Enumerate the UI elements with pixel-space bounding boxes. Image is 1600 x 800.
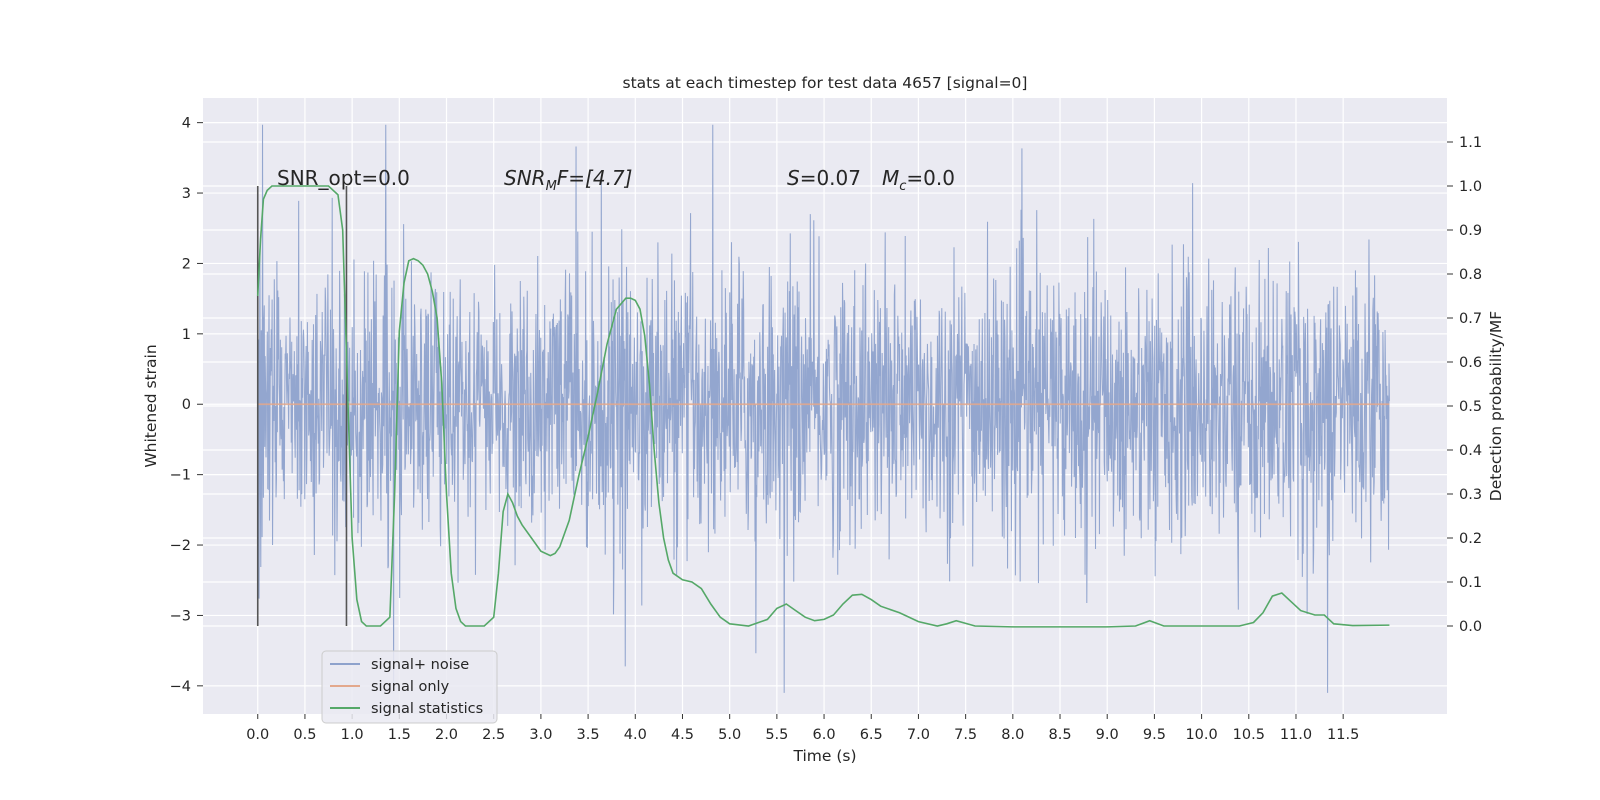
signal-plus-noise-trace	[257, 124, 1390, 693]
legend-box	[321, 650, 498, 724]
annotation-mc: Mc=0.0	[882, 166, 955, 194]
y-right-tick-label: 0.6	[1459, 355, 1482, 371]
x-tick-label: 5.0	[718, 727, 741, 743]
y-right-tick-label: 0.9	[1459, 223, 1482, 239]
x-axis-label: Time (s)	[792, 747, 856, 765]
y-tick-label: 4	[182, 116, 191, 132]
x-tick-label: 10.0	[1185, 727, 1217, 743]
y-tick-label: −3	[170, 608, 191, 624]
legend-label-signal-only: signal only	[371, 679, 450, 695]
y-tick-label: 2	[182, 256, 191, 272]
y-tick-label: 3	[182, 186, 191, 202]
legend-label-signal-statistics: signal statistics	[371, 701, 483, 717]
x-tick-label: 5.5	[765, 727, 788, 743]
y-right-tick-label: 1.1	[1459, 135, 1482, 151]
x-tick-label: 3.0	[529, 727, 552, 743]
y-right-tick-label: 1.0	[1459, 179, 1482, 195]
y-axis-label: Whitened strain	[142, 344, 160, 467]
x-axis-ticks: 0.0 0.5 1.0 1.5 2.0 2.5 3.0 3.5 4.0 4.5 5.0 5.5 6.0 6…	[246, 714, 1359, 743]
y-axis-left-ticks: −4 −3 −2 −1 0 1 2 3 4	[170, 116, 203, 695]
signal-plus-noise-series	[257, 124, 1390, 693]
x-tick-label: 3.5	[577, 727, 600, 743]
x-tick-label: 8.0	[1001, 727, 1024, 743]
y-axis-right-label: Detection probability/MF	[1487, 311, 1505, 502]
y-tick-label: −4	[170, 679, 191, 695]
x-tick-label: 6.0	[813, 727, 836, 743]
x-tick-label: 9.0	[1096, 727, 1119, 743]
x-tick-label: 1.0	[341, 727, 364, 743]
y-right-tick-label: 0.3	[1459, 487, 1482, 503]
x-tick-label: 1.5	[388, 727, 411, 743]
x-tick-label: 7.0	[907, 727, 930, 743]
y-right-tick-label: 0.2	[1459, 531, 1482, 547]
annotation-snr-mf: SNRMF=[4.7]	[504, 166, 632, 194]
annotation-snr-opt: SNR_opt=0.0	[277, 166, 410, 190]
y-axis-right-ticks: 0.0 0.1 0.2 0.3 0.4 0.5 0.6 0.7 0.8 0.9 1.0 1.1	[1447, 135, 1482, 635]
x-tick-label: 11.5	[1327, 727, 1359, 743]
annotation-s: S=0.07	[787, 166, 861, 190]
x-tick-label: 4.5	[671, 727, 694, 743]
x-tick-label: 9.5	[1143, 727, 1166, 743]
x-tick-label: 7.5	[954, 727, 977, 743]
y-tick-label: 1	[182, 327, 191, 343]
y-tick-label: −1	[170, 468, 191, 484]
y-right-tick-label: 0.7	[1459, 311, 1482, 327]
x-tick-label: 8.5	[1048, 727, 1071, 743]
y-tick-label: −2	[170, 538, 191, 554]
x-tick-label: 0.0	[246, 727, 269, 743]
legend: signal+ noise signal only signal statist…	[321, 650, 498, 724]
y-tick-label: 0	[182, 397, 191, 413]
x-tick-label: 2.0	[435, 727, 458, 743]
y-right-tick-label: 0.5	[1459, 399, 1482, 415]
signal-statistics-series	[256, 185, 1390, 628]
y-right-tick-label: 0.1	[1459, 575, 1482, 591]
x-tick-label: 10.5	[1233, 727, 1265, 743]
x-tick-label: 11.0	[1280, 727, 1312, 743]
y-right-tick-label: 0.0	[1459, 619, 1482, 635]
x-tick-label: 0.5	[293, 727, 316, 743]
marker-vertical-lines	[256, 186, 348, 626]
x-tick-label: 2.5	[482, 727, 505, 743]
y-right-tick-label: 0.4	[1459, 443, 1482, 459]
x-tick-label: 4.0	[624, 727, 647, 743]
chart-title: stats at each timestep for test data 465…	[623, 74, 1028, 92]
y-right-tick-label: 0.8	[1459, 267, 1482, 283]
x-tick-label: 6.5	[860, 727, 883, 743]
legend-label-signal-plus-noise: signal+ noise	[371, 657, 469, 673]
